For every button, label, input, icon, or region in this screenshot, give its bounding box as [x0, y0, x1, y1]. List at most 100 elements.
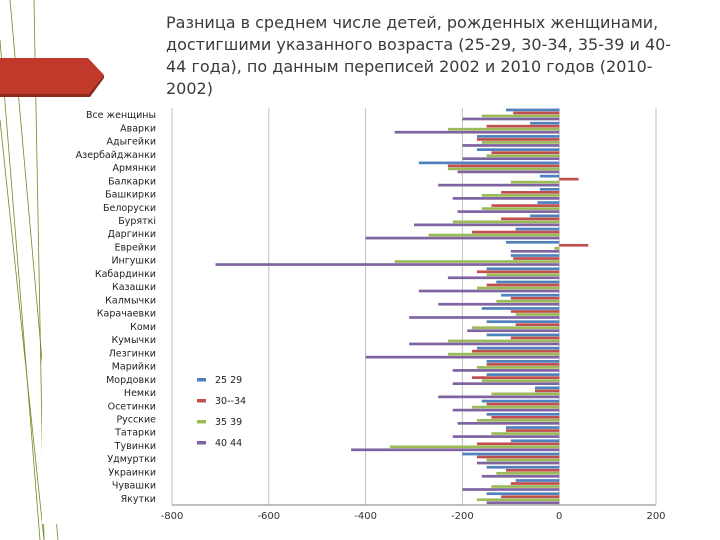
bar	[476, 442, 560, 446]
category-label: Все женщины	[86, 110, 156, 121]
accent-arrow-shape	[0, 58, 104, 94]
bar	[491, 432, 560, 435]
bar-chart: -800 -600 -400 -200 0 200 Все женщины Аварки Ады…	[76, 108, 666, 522]
category-label: Даргинки	[107, 229, 156, 240]
bar	[481, 474, 560, 478]
bar	[476, 346, 560, 350]
bar	[447, 164, 560, 168]
category-label: Немки	[124, 388, 156, 399]
category-label: Адыгейки	[107, 137, 157, 148]
category-label: Калмычки	[105, 295, 156, 306]
category-label: Ингушки	[111, 256, 156, 267]
bar	[476, 366, 560, 369]
x-tick-label: 0	[556, 511, 562, 522]
bar	[414, 223, 560, 227]
slide-title: Разница в среднем числе детей, рожденных…	[166, 13, 672, 98]
legend-entry: 40 44	[215, 438, 242, 449]
bar	[510, 310, 560, 313]
bar	[510, 336, 560, 340]
bar	[535, 386, 560, 390]
category-label: Марийки	[112, 362, 156, 373]
bar	[476, 455, 560, 459]
bar	[539, 174, 560, 178]
bar	[472, 230, 560, 234]
bar	[510, 254, 560, 257]
category-label: Буряткі	[118, 216, 156, 227]
x-tick-label: 200	[646, 511, 665, 522]
bar	[365, 355, 560, 359]
legend-swatch	[197, 420, 206, 424]
bar	[486, 501, 560, 505]
category-label: Башкирки	[105, 190, 156, 201]
bar	[510, 482, 560, 485]
bar	[438, 395, 560, 399]
bar	[418, 161, 560, 165]
bar	[476, 286, 560, 290]
bar	[394, 130, 560, 134]
legend-entry: 25 29	[215, 375, 242, 386]
bar	[515, 313, 560, 316]
legend-swatch	[197, 399, 206, 403]
bar	[481, 379, 560, 382]
bar	[472, 405, 560, 409]
legend-entry: 35 39	[215, 417, 242, 428]
bar	[501, 191, 560, 194]
bar	[491, 392, 560, 396]
bar	[457, 170, 560, 174]
bar	[501, 293, 560, 297]
bar	[452, 408, 560, 412]
bar	[452, 369, 560, 372]
category-label: Осетинки	[108, 401, 156, 412]
bar	[394, 260, 560, 263]
bar	[438, 183, 560, 187]
bar	[510, 249, 560, 253]
bar	[365, 236, 560, 240]
bar	[428, 233, 560, 237]
bar	[486, 154, 560, 158]
bar	[472, 349, 560, 353]
bar	[486, 333, 560, 337]
bar	[486, 267, 560, 271]
bar	[476, 418, 560, 422]
bar	[476, 148, 560, 152]
accent-arrow-shade	[0, 75, 104, 97]
bar	[481, 194, 560, 197]
bar	[559, 177, 579, 181]
legend-swatch	[197, 378, 206, 382]
bar	[481, 307, 560, 310]
bar	[476, 270, 560, 274]
bar	[215, 263, 560, 266]
bar	[510, 296, 560, 300]
bar	[457, 421, 560, 425]
bar	[491, 204, 560, 207]
bar	[491, 151, 560, 155]
bar	[481, 399, 560, 403]
bar	[438, 302, 560, 306]
category-label: Коми	[130, 322, 156, 333]
category-label: Чувашки	[112, 481, 156, 492]
bar	[389, 445, 560, 449]
x-tick-label: -600	[257, 511, 280, 522]
category-label: Белоруски	[103, 203, 156, 214]
bar	[486, 402, 560, 406]
chart-container: -800 -600 -400 -200 0 200 Все женщины Аварки Ады…	[42, 100, 690, 524]
bar	[409, 316, 560, 319]
bar	[486, 283, 560, 287]
bar	[515, 323, 560, 327]
bar	[447, 352, 560, 356]
bar	[486, 465, 560, 469]
category-label: Армянки	[112, 163, 156, 174]
bar	[559, 243, 589, 247]
bar	[486, 360, 560, 363]
bar	[486, 458, 560, 462]
bar	[462, 117, 560, 121]
bar	[452, 382, 560, 385]
bar	[486, 492, 560, 496]
bar	[496, 299, 560, 303]
bar	[418, 289, 560, 293]
bar	[496, 471, 560, 475]
bar	[409, 342, 560, 346]
category-label: Карачаевки	[97, 309, 156, 320]
bar	[476, 138, 560, 141]
bar	[554, 246, 560, 250]
